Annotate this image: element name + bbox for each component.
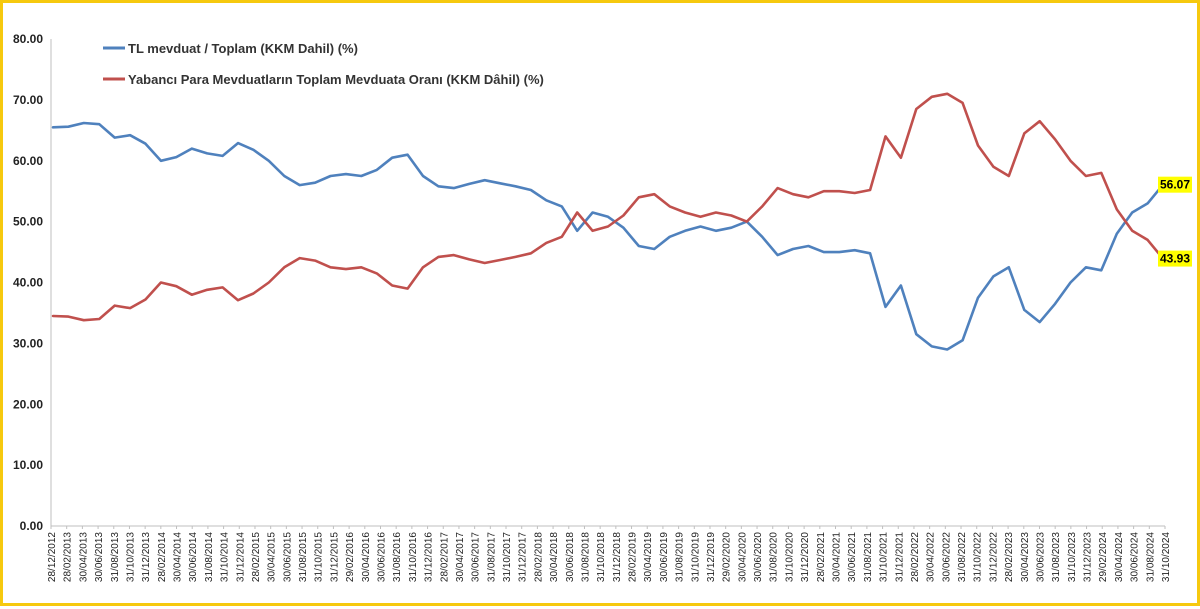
x-tick-label: 31/12/2021 xyxy=(894,532,905,582)
x-tick-label: 31/08/2022 xyxy=(957,532,968,582)
y-tick-label: 60.00 xyxy=(13,154,43,168)
y-tick-label: 40.00 xyxy=(13,276,43,290)
x-tick-label: 29/02/2024 xyxy=(1098,532,1109,582)
x-tick-label: 31/10/2022 xyxy=(973,532,984,582)
x-tick-label: 30/04/2022 xyxy=(926,532,937,582)
x-tick-label: 31/10/2016 xyxy=(408,532,419,582)
x-tick-label: 29/02/2016 xyxy=(345,532,356,582)
y-tick-label: 80.00 xyxy=(13,32,43,46)
x-tick-label: 30/06/2014 xyxy=(188,532,199,582)
x-tick-label: 31/08/2020 xyxy=(769,532,780,582)
end-label-background-1 xyxy=(1158,176,1192,193)
y-tick-label: 20.00 xyxy=(13,397,43,411)
x-tick-label: 30/04/2021 xyxy=(832,532,843,582)
x-tick-label: 31/12/2020 xyxy=(800,532,811,582)
y-tick-label: 30.00 xyxy=(13,336,43,350)
end-label-background-2 xyxy=(1158,250,1192,267)
x-tick-label: 30/04/2017 xyxy=(455,532,466,582)
x-tick-label: 30/06/2017 xyxy=(471,532,482,582)
x-tick-label: 31/08/2021 xyxy=(863,532,874,582)
x-tick-label: 28/02/2017 xyxy=(439,532,450,582)
end-label-2: 43.93 xyxy=(1160,252,1190,266)
series-line-2 xyxy=(51,92,1165,322)
x-tick-label: 30/04/2023 xyxy=(1020,532,1031,582)
x-tick-label: 30/04/2020 xyxy=(737,532,748,582)
x-tick-label: 31/08/2013 xyxy=(110,532,121,582)
x-tick-label: 31/12/2014 xyxy=(235,532,246,582)
x-tick-label: 30/04/2024 xyxy=(1114,532,1125,582)
axes xyxy=(50,39,1165,527)
x-tick-label: 31/12/2015 xyxy=(329,532,340,582)
x-tick-label: 30/04/2016 xyxy=(361,532,372,582)
y-tick-label: 0.00 xyxy=(20,519,44,533)
x-tick-label: 30/06/2018 xyxy=(565,532,576,582)
x-tick-label: 30/04/2015 xyxy=(267,532,278,582)
x-tick-label: 31/10/2017 xyxy=(502,532,513,582)
x-tick-label: 31/12/2018 xyxy=(612,532,623,582)
x-tick-label: 30/06/2022 xyxy=(941,532,952,582)
legend-label-1: TL mevduat / Toplam (KKM Dahil) (%) xyxy=(128,41,358,56)
x-tick-label: 31/12/2016 xyxy=(424,532,435,582)
x-tick-label: 31/08/2015 xyxy=(298,532,309,582)
x-tick-label: 31/10/2018 xyxy=(596,532,607,582)
x-tick-label: 30/06/2016 xyxy=(376,532,387,582)
x-tick-label: 31/10/2015 xyxy=(314,532,325,582)
y-tick-label: 10.00 xyxy=(13,458,43,472)
x-tick-label: 29/02/2020 xyxy=(722,532,733,582)
line-chart: 0.00 10.00 20.00 30.00 40.00 50.00 60.00 70.00 8… xyxy=(13,32,1192,582)
y-axis-ticks: 0.00 10.00 20.00 30.00 40.00 50.00 60.00 70.00 8… xyxy=(13,32,43,533)
y-tick-label: 50.00 xyxy=(13,215,43,229)
x-tick-label: 31/08/2019 xyxy=(675,532,686,582)
x-tick-label: 30/04/2013 xyxy=(78,532,89,582)
x-tick-label: 31/08/2016 xyxy=(392,532,403,582)
x-tick-label: 31/10/2019 xyxy=(690,532,701,582)
x-tick-label: 31/08/2023 xyxy=(1051,532,1062,582)
x-tick-label: 28/12/2012 xyxy=(47,532,58,582)
x-tick-label: 31/12/2019 xyxy=(706,532,717,582)
end-labels: 56.07 43.93 xyxy=(1158,176,1192,267)
x-tick-label: 30/06/2015 xyxy=(282,532,293,582)
x-tick-label: 30/06/2023 xyxy=(1035,532,1046,582)
x-tick-label: 31/08/2017 xyxy=(486,532,497,582)
x-tick-label: 31/10/2024 xyxy=(1161,532,1172,582)
x-axis-ticks: 28/12/2012 28/02/2013 30/04/2013 30/06/2013… xyxy=(47,526,1172,582)
x-tick-label: 30/04/2019 xyxy=(643,532,654,582)
x-tick-label: 30/06/2021 xyxy=(847,532,858,582)
x-tick-label: 28/02/2021 xyxy=(816,532,827,582)
x-tick-label: 30/04/2014 xyxy=(173,532,184,582)
x-tick-label: 30/04/2018 xyxy=(549,532,560,582)
x-tick-label: 31/10/2023 xyxy=(1067,532,1078,582)
x-tick-label: 30/06/2020 xyxy=(753,532,764,582)
x-tick-label: 31/08/2014 xyxy=(204,532,215,582)
x-tick-label: 28/02/2013 xyxy=(63,532,74,582)
x-tick-label: 31/10/2014 xyxy=(220,532,231,582)
y-tick-label: 70.00 xyxy=(13,93,43,107)
x-tick-label: 28/02/2023 xyxy=(1004,532,1015,582)
x-tick-label: 31/08/2018 xyxy=(580,532,591,582)
x-tick-label: 28/02/2018 xyxy=(533,532,544,582)
x-tick-label: 30/06/2013 xyxy=(94,532,105,582)
x-tick-label: 28/02/2022 xyxy=(910,532,921,582)
x-tick-label: 30/06/2024 xyxy=(1130,532,1141,582)
x-tick-label: 31/12/2022 xyxy=(988,532,999,582)
x-tick-label: 28/02/2019 xyxy=(628,532,639,582)
x-tick-label: 31/08/2024 xyxy=(1145,532,1156,582)
x-tick-label: 31/10/2013 xyxy=(125,532,136,582)
x-tick-label: 31/10/2021 xyxy=(879,532,890,582)
x-tick-label: 30/06/2019 xyxy=(659,532,670,582)
series-lines xyxy=(51,92,1165,351)
legend-label-2: Yabancı Para Mevduatların Toplam Mevduat… xyxy=(128,72,544,87)
legend: TL mevduat / Toplam (KKM Dahil) (%) Yaban… xyxy=(103,41,544,87)
x-tick-label: 31/12/2013 xyxy=(141,532,152,582)
x-tick-label: 31/12/2023 xyxy=(1083,532,1094,582)
x-tick-label: 28/02/2015 xyxy=(251,532,262,582)
x-tick-label: 31/10/2020 xyxy=(784,532,795,582)
series-line-1 xyxy=(51,121,1165,351)
end-label-1: 56.07 xyxy=(1160,178,1190,192)
x-tick-label: 28/02/2014 xyxy=(157,532,168,582)
x-tick-label: 31/12/2017 xyxy=(518,532,529,582)
